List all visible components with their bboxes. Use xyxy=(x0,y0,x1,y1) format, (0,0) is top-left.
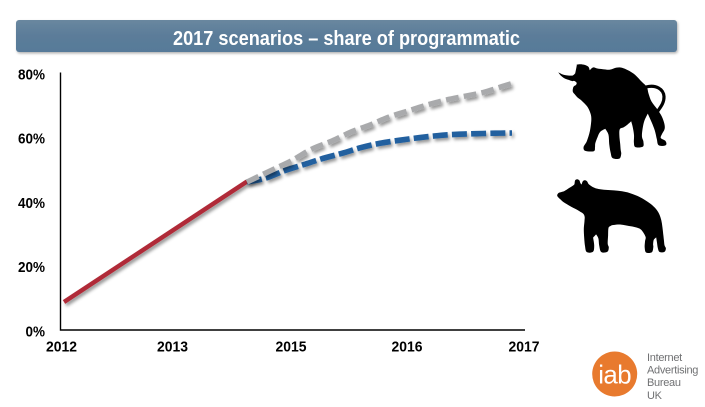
svg-text:2016: 2016 xyxy=(392,339,423,356)
svg-text:2013: 2013 xyxy=(157,339,188,356)
svg-text:20%: 20% xyxy=(18,259,45,276)
svg-text:80%: 80% xyxy=(18,67,45,84)
svg-text:2015: 2015 xyxy=(276,339,307,356)
svg-text:2017: 2017 xyxy=(509,339,540,356)
svg-text:Bureau: Bureau xyxy=(647,377,681,389)
svg-text:0%: 0% xyxy=(26,323,46,340)
svg-text:2012: 2012 xyxy=(46,339,77,356)
svg-text:Advertising: Advertising xyxy=(647,365,698,377)
svg-text:40%: 40% xyxy=(18,195,45,212)
svg-text:Internet: Internet xyxy=(647,352,682,364)
svg-text:60%: 60% xyxy=(18,131,45,148)
svg-text:iab: iab xyxy=(598,360,631,390)
svg-text:2017 scenarios – share of prog: 2017 scenarios – share of programmatic xyxy=(173,28,520,50)
svg-text:UK: UK xyxy=(647,390,663,402)
